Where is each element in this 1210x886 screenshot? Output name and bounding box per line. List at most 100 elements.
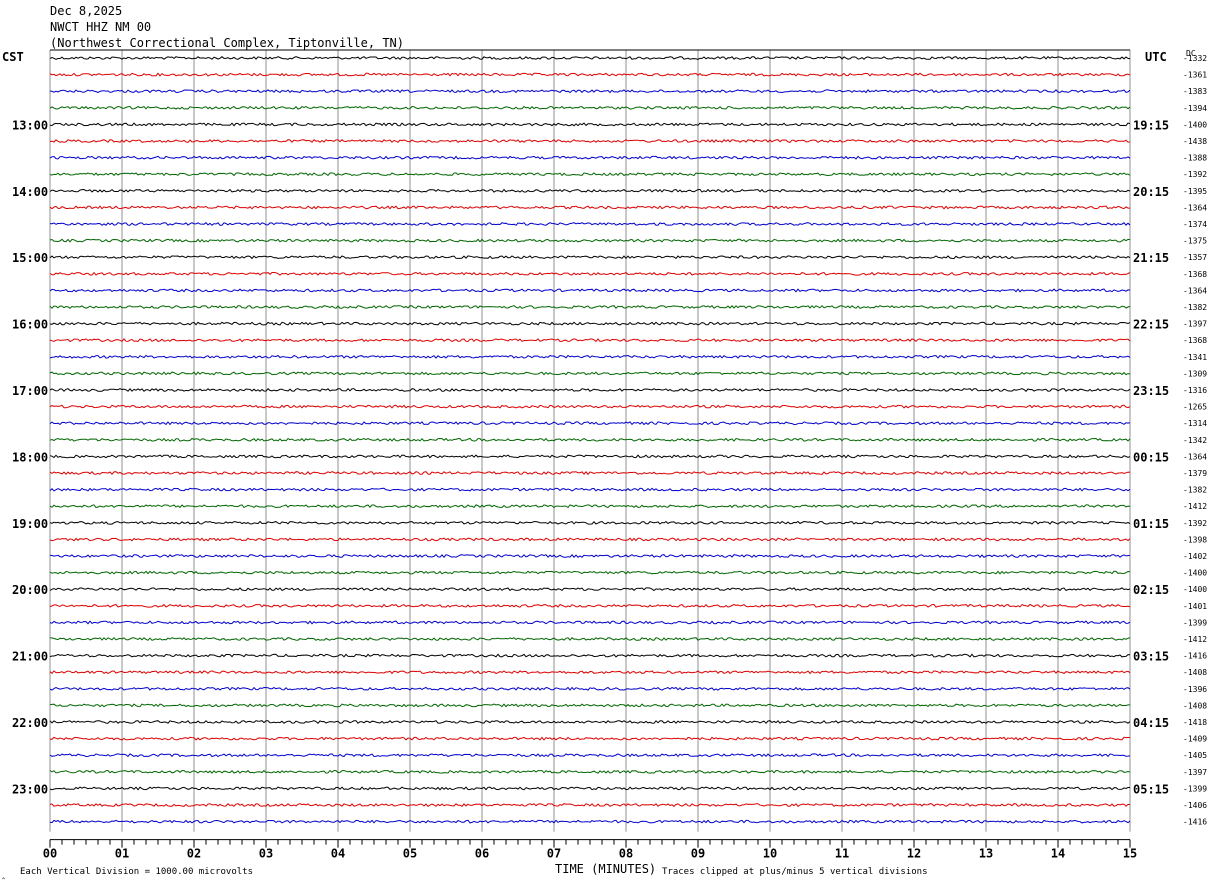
clipping-note: Traces clipped at plus/minus 5 vertical … [662, 867, 928, 877]
trace-line [49, 653, 1131, 658]
dc-offset-label: -1342 [1183, 436, 1207, 445]
trace-line [49, 338, 1131, 343]
trace-line [49, 304, 1131, 309]
dc-offset-label: -1309 [1183, 369, 1207, 378]
x-tick-label: 05 [403, 847, 417, 861]
x-tick-label: 12 [907, 847, 921, 861]
x-tick-label: 07 [547, 847, 561, 861]
trace-line [49, 321, 1131, 326]
dc-offset-label: -1416 [1183, 652, 1207, 661]
x-axis-title: TIME (MINUTES) [555, 862, 657, 876]
dc-offset-label: -1408 [1183, 701, 1207, 710]
dc-offset-label: -1416 [1183, 818, 1207, 827]
dc-offset-label: -1412 [1183, 502, 1207, 511]
dc-offset-label: -1401 [1183, 602, 1207, 611]
dc-offset-label: -1396 [1183, 685, 1207, 694]
trace-line [49, 172, 1131, 177]
cst-hour-label: 14:00 [12, 185, 48, 199]
header-location: (Northwest Correctional Complex, Tiptonv… [50, 36, 405, 50]
cst-hour-label: 19:00 [12, 517, 48, 531]
dc-offset-label: -1332 [1183, 54, 1207, 63]
trace-line [49, 769, 1131, 774]
trace-line [49, 222, 1131, 227]
trace-line [49, 371, 1131, 376]
dc-offset-label: -1412 [1183, 635, 1207, 644]
cst-hour-label: 21:00 [12, 650, 48, 664]
dc-label: DC [1186, 49, 1196, 58]
trace-line [49, 188, 1131, 193]
utc-label: UTC [1145, 50, 1167, 64]
trace-line [49, 404, 1131, 409]
header-date: Dec 8,2025 [50, 4, 123, 18]
dc-offset-label: -1392 [1183, 519, 1207, 528]
dc-offset-label: -1398 [1183, 535, 1207, 544]
trace-line [49, 138, 1131, 143]
dc-offset-label: -1408 [1183, 668, 1207, 677]
x-axis: 00 01 02 03 04 05 06 07 08 09 10 11 12 13 14 15 [43, 839, 1137, 861]
x-tick-label: 04 [331, 847, 345, 861]
x-tick-label: 01 [115, 847, 129, 861]
time-labels: -1332 -1361 -1383 -1394 -1400 -1438 -1388 -1392… [12, 54, 1207, 827]
x-tick-label: 02 [187, 847, 201, 861]
dc-offset-label: -1400 [1183, 585, 1207, 594]
utc-hour-label: 22:15 [1133, 318, 1169, 332]
trace-line [49, 720, 1131, 725]
dc-offset-label: -1382 [1183, 303, 1207, 312]
trace-line [49, 736, 1130, 741]
dc-offset-label: -1397 [1183, 320, 1207, 329]
trace-line [49, 72, 1131, 77]
x-tick-label: 08 [619, 847, 633, 861]
dc-offset-label: -1399 [1183, 618, 1207, 627]
trace-line [49, 802, 1131, 808]
utc-hour-label: 05:15 [1133, 782, 1169, 796]
trace-line [49, 155, 1131, 160]
trace-line [49, 205, 1130, 210]
dc-offset-label: -1405 [1183, 751, 1207, 760]
x-tick-label: 15 [1123, 847, 1137, 861]
trace-line [49, 603, 1131, 608]
cst-hour-label: 16:00 [12, 318, 48, 332]
trace-line [49, 487, 1131, 492]
dc-offset-label: -1364 [1183, 286, 1207, 295]
x-tick-label: 10 [763, 847, 777, 861]
utc-hour-label: 03:15 [1133, 650, 1169, 664]
cst-hour-label: 15:00 [12, 251, 48, 265]
trace-line [49, 520, 1131, 525]
dc-offset-label: -1394 [1183, 104, 1207, 113]
dc-offset-label: -1395 [1183, 187, 1207, 196]
cst-hour-label: 23:00 [12, 782, 48, 796]
trace-line [49, 670, 1131, 675]
dc-offset-label: -1383 [1183, 87, 1207, 96]
dc-offset-label: -1361 [1183, 71, 1207, 80]
utc-hour-label: 21:15 [1133, 251, 1169, 265]
trace-line [49, 271, 1131, 276]
trace-line [49, 354, 1131, 359]
trace-line [49, 387, 1131, 393]
dc-offset-label: -1364 [1183, 452, 1207, 461]
utc-hour-label: 04:15 [1133, 716, 1169, 730]
dc-offset-label: -1316 [1183, 386, 1207, 395]
cst-hour-label: 20:00 [12, 583, 48, 597]
corner-mark: ‸ [2, 870, 6, 880]
dc-offset-label: -1400 [1183, 569, 1207, 578]
seismic-traces [49, 56, 1131, 824]
cst-hour-label: 22:00 [12, 716, 48, 730]
dc-offset-label: -1368 [1183, 270, 1207, 279]
cst-label: CST [2, 50, 24, 64]
utc-hour-label: 19:15 [1133, 118, 1169, 132]
trace-line [49, 454, 1131, 459]
header-station: NWCT HHZ NM 00 [50, 20, 152, 34]
x-tick-label: 14 [1051, 847, 1065, 861]
utc-hour-label: 02:15 [1133, 583, 1169, 597]
utc-hour-label: 23:15 [1133, 384, 1169, 398]
dc-offset-label: -1375 [1183, 237, 1207, 246]
dc-offset-label: -1409 [1183, 735, 1207, 744]
dc-offset-label: -1399 [1183, 784, 1207, 793]
trace-line [49, 786, 1130, 791]
utc-hour-label: 01:15 [1133, 517, 1169, 531]
trace-line [49, 819, 1131, 824]
trace-line [49, 122, 1131, 127]
dc-offset-label: -1265 [1183, 403, 1207, 412]
x-tick-label: 09 [691, 847, 705, 861]
